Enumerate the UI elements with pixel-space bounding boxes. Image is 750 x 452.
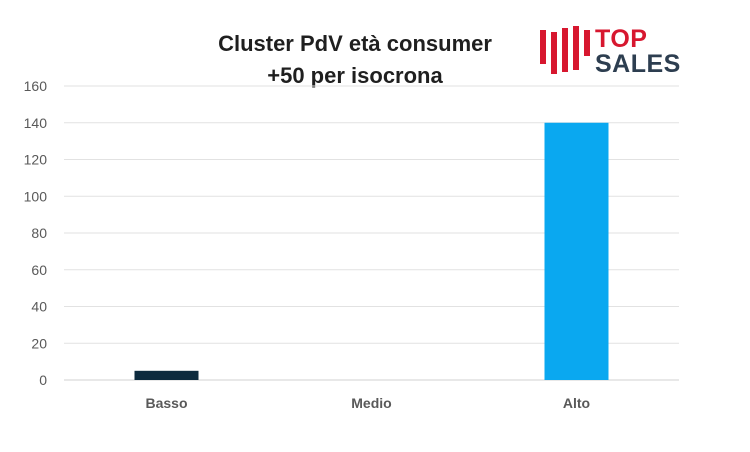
x-tick-label: Basso — [145, 395, 187, 411]
y-tick-label: 160 — [24, 78, 48, 94]
x-tick-label: Medio — [351, 395, 391, 411]
chart-title-line-1: Cluster PdV età consumer — [218, 31, 492, 56]
top-sales-logo: TOP SALES — [538, 26, 698, 78]
bar — [134, 370, 199, 380]
logo-text-top: TOP — [595, 25, 648, 53]
logo-text-sales: SALES — [595, 50, 681, 78]
chart-title-line-2: +50 per isocrona — [267, 63, 443, 88]
y-tick-label: 60 — [31, 262, 47, 278]
y-tick-label: 40 — [31, 299, 47, 315]
y-tick-label: 140 — [24, 115, 48, 131]
x-tick-label: Alto — [563, 395, 590, 411]
y-tick-label: 0 — [39, 372, 47, 388]
chart-title: Cluster PdV età consumer +50 per isocron… — [150, 28, 560, 92]
y-tick-label: 80 — [31, 225, 47, 241]
bar — [544, 122, 609, 380]
logo-bars-icon — [540, 26, 590, 74]
y-tick-label: 20 — [31, 335, 47, 351]
y-tick-label: 100 — [24, 188, 48, 204]
y-tick-label: 120 — [24, 152, 48, 168]
